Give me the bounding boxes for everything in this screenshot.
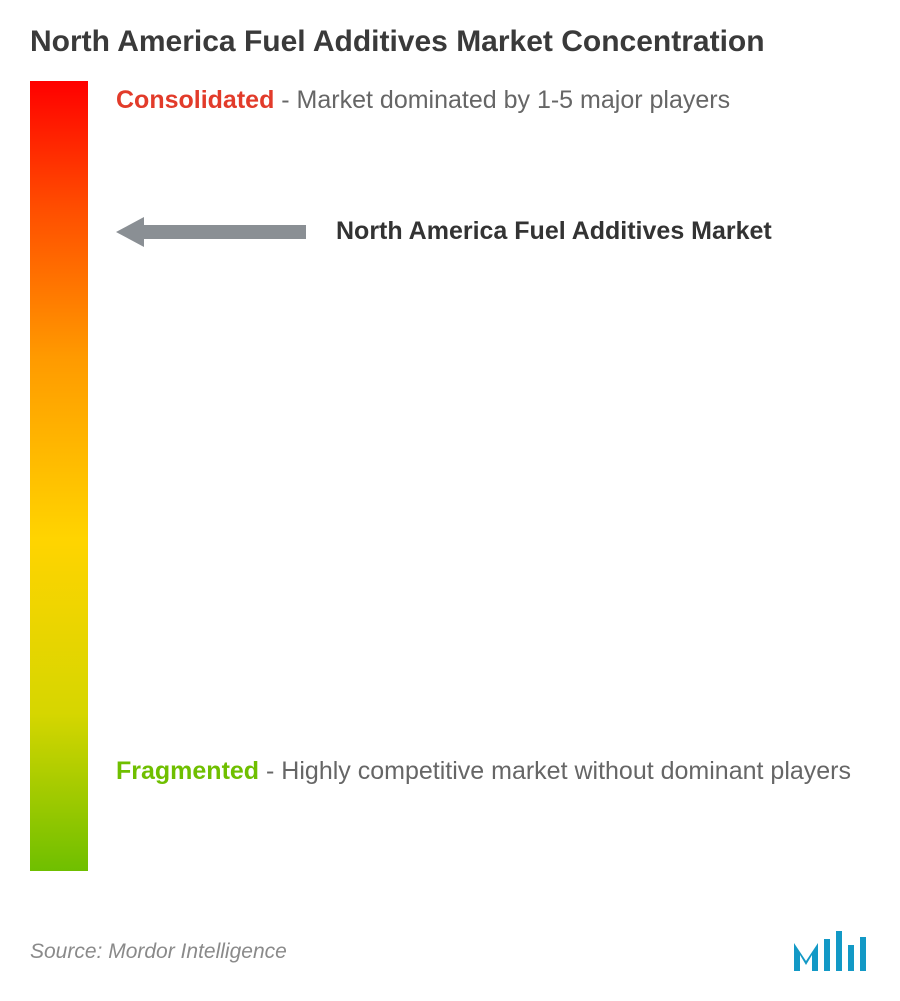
- market-pointer: North America Fuel Additives Market: [116, 215, 870, 249]
- market-pointer-label: North America Fuel Additives Market: [336, 215, 772, 249]
- fragmented-rest: - Highly competitive market without domi…: [259, 757, 851, 785]
- fragmented-text: Fragmented - Highly competitive market w…: [116, 752, 870, 791]
- consolidated-label: Consolidated - Market dominated by 1-5 m…: [116, 81, 870, 120]
- footer: Source: Mordor Intelligence: [30, 931, 870, 973]
- concentration-scale-bar: [30, 81, 88, 871]
- page-title: North America Fuel Additives Market Conc…: [30, 22, 870, 63]
- consolidated-text: Consolidated - Market dominated by 1-5 m…: [116, 81, 870, 120]
- fragmented-label: Fragmented - Highly competitive market w…: [116, 752, 870, 791]
- infographic-container: North America Fuel Additives Market Conc…: [0, 0, 900, 1001]
- main-area: Consolidated - Market dominated by 1-5 m…: [30, 81, 870, 871]
- fragmented-keyword: Fragmented: [116, 757, 259, 785]
- arrow-left-icon: [116, 217, 306, 247]
- consolidated-rest: - Market dominated by 1-5 major players: [274, 86, 730, 114]
- scale-annotations: Consolidated - Market dominated by 1-5 m…: [116, 81, 870, 871]
- source-attribution: Source: Mordor Intelligence: [30, 940, 287, 964]
- brand-logo: [792, 931, 870, 973]
- consolidated-keyword: Consolidated: [116, 86, 274, 114]
